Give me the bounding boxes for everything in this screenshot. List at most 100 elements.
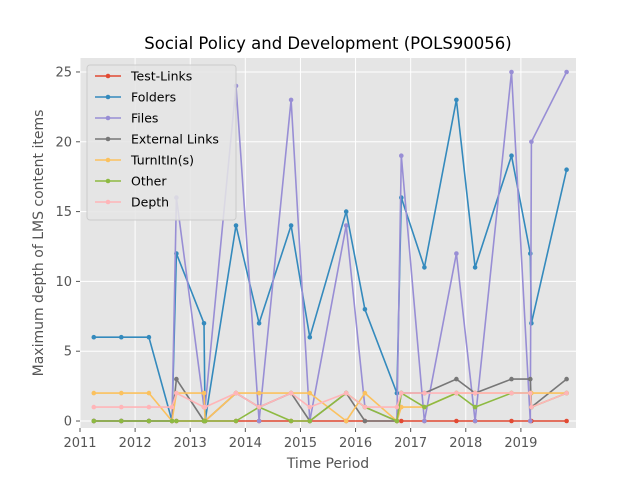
data-point-depth — [454, 390, 459, 396]
data-point-folders — [343, 209, 349, 214]
y-tick-label: 20 — [55, 135, 72, 150]
y-tick-labels: 0 5 10 15 20 25 — [55, 65, 72, 429]
data-point-folders — [256, 321, 262, 326]
data-point-folders — [201, 321, 207, 326]
data-point-test-links — [509, 418, 514, 424]
data-point-depth — [91, 404, 97, 410]
legend-label-turnitin-s: TurnItIn(s) — [130, 153, 194, 168]
data-point-external-links — [509, 376, 514, 382]
data-point-depth — [202, 404, 208, 410]
data-point-turnitin-s — [343, 418, 349, 424]
data-point-depth — [256, 404, 262, 410]
data-point-depth — [529, 404, 534, 410]
data-point-other — [91, 418, 97, 424]
data-point-folders — [472, 265, 478, 270]
legend-marker-depth — [105, 199, 111, 205]
data-point-depth — [169, 404, 175, 410]
data-point-external-links — [362, 418, 368, 424]
data-point-depth — [233, 390, 239, 396]
data-point-files — [529, 139, 534, 145]
y-axis-label: Maximum depth of LMS content items — [31, 110, 47, 377]
data-point-depth — [509, 390, 514, 396]
x-tick-label: 2017 — [394, 436, 427, 451]
data-point-folders — [422, 265, 427, 270]
data-point-depth — [307, 404, 313, 410]
legend-box — [86, 64, 237, 221]
data-point-depth — [146, 404, 152, 410]
data-point-turnitin-s — [201, 390, 207, 396]
data-point-turnitin-s — [119, 390, 124, 396]
data-point-other — [202, 418, 208, 424]
data-point-other — [472, 404, 478, 410]
data-point-depth — [343, 390, 349, 396]
legend-label-external-links: External Links — [131, 132, 219, 147]
data-point-depth — [399, 390, 404, 396]
data-point-depth — [394, 404, 400, 410]
data-point-other — [169, 418, 175, 424]
legend-marker-files — [105, 115, 111, 121]
series-lines — [91, 69, 569, 424]
data-point-files — [528, 418, 533, 424]
legend-marker-folders — [105, 94, 111, 100]
data-point-folders — [146, 334, 152, 340]
data-point-depth — [288, 390, 294, 396]
data-point-files — [343, 223, 349, 228]
legend-label-depth: Depth — [131, 195, 169, 210]
data-point-depth — [422, 390, 427, 396]
data-point-external-links — [174, 376, 179, 382]
legend-marker-turnitin-s — [105, 157, 111, 163]
x-tick-label: 2018 — [449, 436, 482, 451]
data-point-folders — [362, 307, 368, 312]
data-point-depth — [564, 390, 569, 396]
legend: Test-Links Folders Files External Links Turn… — [86, 64, 237, 221]
data-point-folders — [233, 223, 239, 228]
legend-marker-test-links — [105, 73, 111, 79]
data-point-files — [422, 418, 427, 424]
chart-title: Social Policy and Development (POLS90056… — [144, 34, 511, 53]
series-line-depth — [93, 392, 567, 408]
data-point-turnitin-s — [91, 390, 97, 396]
data-point-other — [233, 418, 239, 424]
data-point-files — [399, 153, 404, 158]
y-tick-label: 5 — [64, 345, 72, 360]
data-point-turnitin-s — [146, 390, 152, 396]
data-point-folders — [119, 334, 124, 340]
data-point-other — [288, 418, 294, 424]
x-tick-labels: 2011 2012 2013 2014 2015 2016 2017 2018 2019 — [63, 436, 537, 451]
data-point-test-links — [454, 418, 459, 424]
data-point-turnitin-s — [362, 390, 368, 396]
data-point-turnitin-s — [307, 390, 313, 396]
legend-label-folders: Folders — [131, 90, 176, 105]
legend-label-files: Files — [131, 111, 158, 126]
legend-marker-external-links — [105, 136, 111, 142]
data-point-other — [174, 418, 179, 424]
y-tick-label: 15 — [55, 205, 72, 220]
x-axis-label: Time Period — [286, 456, 369, 472]
legend-label-other: Other — [131, 174, 167, 189]
data-point-depth — [362, 404, 368, 410]
data-point-other — [307, 418, 313, 424]
x-tick-label: 2019 — [504, 436, 537, 451]
data-point-turnitin-s — [399, 404, 404, 410]
legend-label-test-links: Test-Links — [130, 69, 192, 84]
data-point-folders — [307, 334, 313, 340]
x-tick-label: 2012 — [119, 436, 152, 451]
data-point-depth — [528, 390, 533, 396]
data-point-other — [146, 418, 152, 424]
data-point-folders — [509, 153, 514, 158]
data-point-files — [288, 97, 294, 103]
series-depth — [91, 390, 569, 410]
data-point-external-links — [564, 376, 569, 382]
data-point-other — [119, 418, 124, 424]
data-point-files — [564, 69, 569, 75]
data-point-test-links — [564, 418, 569, 424]
y-tick-label: 25 — [55, 65, 72, 80]
data-point-external-links — [454, 376, 459, 382]
data-point-test-links — [399, 418, 404, 424]
x-tick-label: 2014 — [229, 436, 262, 451]
y-tick-label: 10 — [55, 275, 72, 290]
data-point-depth — [174, 390, 179, 396]
data-point-depth — [119, 404, 124, 410]
data-point-folders — [288, 223, 294, 228]
